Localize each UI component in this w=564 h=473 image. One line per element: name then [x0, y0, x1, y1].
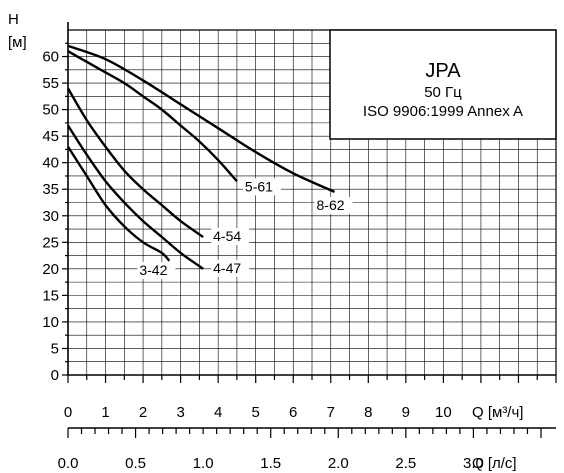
x2-axis-label: Q [л/с] — [472, 455, 517, 472]
x2-tick-label: 2.0 — [328, 455, 349, 472]
y-tick-label: 20 — [42, 261, 59, 278]
x-tick-label: 4 — [214, 404, 222, 421]
y-tick-label: 15 — [42, 287, 59, 304]
legend-box: JPA 50 Гц ISO 9906:1999 Annex A — [329, 29, 557, 140]
curve-label-bg — [314, 196, 353, 214]
x-tick-label: 10 — [435, 404, 452, 421]
x-axis-label: Q [м³/ч] — [472, 404, 523, 421]
curve-label-bg — [211, 228, 250, 245]
x-tick-label: 8 — [364, 404, 372, 421]
y-tick-label: 30 — [42, 208, 59, 225]
y-axis-label: H — [8, 11, 19, 28]
x-tick-label: 1 — [101, 404, 109, 421]
x2-tick-label: 0.5 — [125, 455, 146, 472]
curve-label-5-61: 5-61 — [245, 178, 273, 194]
curve-label-3-42: 3-42 — [139, 262, 167, 278]
curve-label-bg — [242, 178, 281, 196]
curve-8-62 — [67, 44, 336, 193]
x-tick-label: 9 — [402, 404, 410, 421]
x2-tick-label: 3.0 — [463, 455, 484, 472]
y-axis-unit: [м] — [8, 34, 27, 51]
series-curves: 3-42 4-47 4-54 5-61 8-62 — [66, 44, 353, 279]
y-tick-label: 0 — [51, 367, 59, 384]
x2-tick-label: 2.5 — [395, 455, 416, 472]
x-tick-label: 6 — [289, 404, 297, 421]
chart-title: JPA — [425, 60, 461, 82]
curve-label-8-62: 8-62 — [317, 197, 345, 213]
x2-tick-label: 1.5 — [260, 455, 281, 472]
y-tick-label: 40 — [42, 155, 59, 172]
y-tick-label: 50 — [42, 102, 59, 119]
y-tick-label: 35 — [42, 181, 59, 198]
curve-5-61 — [67, 50, 238, 183]
y-tick-label: 5 — [51, 340, 59, 357]
chart-standard: ISO 9906:1999 Annex A — [363, 103, 523, 120]
y-tick-label: 55 — [42, 75, 59, 92]
grid — [67, 29, 557, 376]
y-tick-label: 25 — [42, 234, 59, 251]
curve-3-42 — [66, 146, 171, 262]
x-tick-label: 7 — [327, 404, 335, 421]
x-tick-label: 3 — [176, 404, 184, 421]
y-tick-label: 45 — [42, 128, 59, 145]
y-tick-label: 60 — [42, 49, 59, 66]
curve-4-54 — [66, 87, 204, 238]
curve-label-bg — [137, 261, 176, 279]
curve-label-bg — [211, 259, 250, 277]
chart-frequency: 50 Гц — [424, 84, 462, 101]
x-tick-label: 5 — [252, 404, 260, 421]
curve-4-47 — [66, 124, 204, 270]
x-tick-label: 0 — [64, 404, 72, 421]
legend-frame — [329, 29, 557, 140]
curve-label-4-54: 4-54 — [213, 228, 241, 244]
x-tick-label: 2 — [139, 404, 147, 421]
x2-tick-label: 0.0 — [58, 455, 79, 472]
y-tick-label: 10 — [42, 314, 59, 331]
x2-tick-label: 1.0 — [193, 455, 214, 472]
curve-label-4-47: 4-47 — [213, 260, 241, 276]
